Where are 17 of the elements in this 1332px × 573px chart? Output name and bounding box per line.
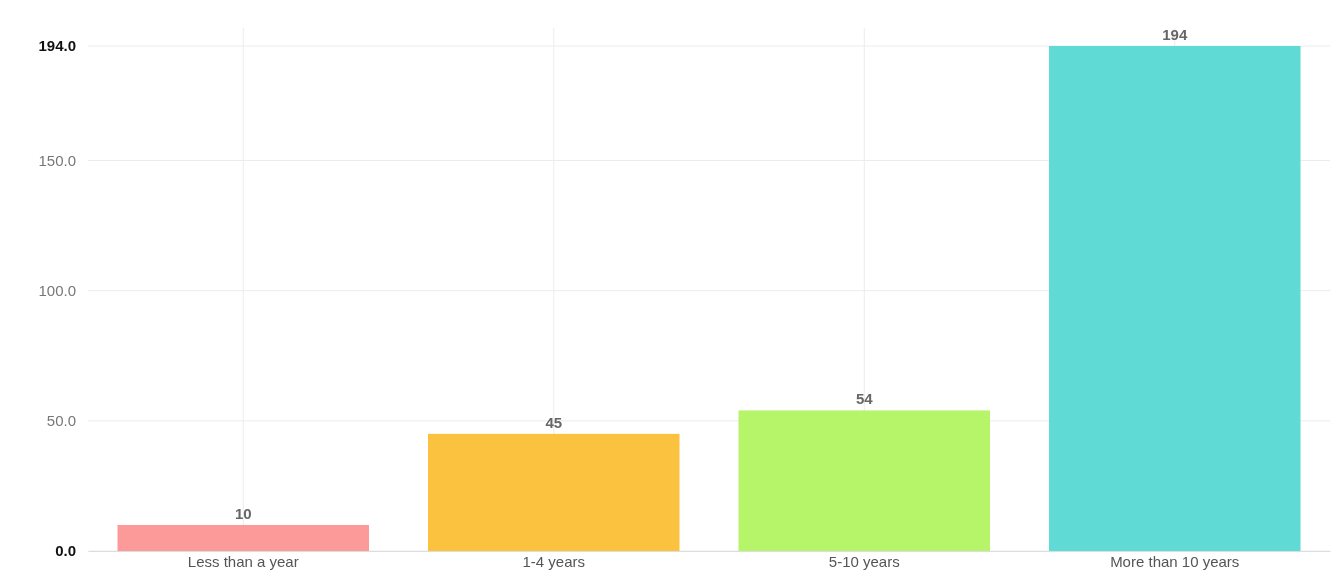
bar (1049, 46, 1301, 551)
bar (117, 524, 369, 551)
y-tick-label: 0.0 (55, 542, 76, 560)
x-tick-label: Less than a year (187, 552, 299, 570)
y-tick-label: 100.0 (38, 281, 76, 299)
bar (428, 433, 680, 551)
y-tick-label: 150.0 (38, 151, 76, 169)
x-tick-label: 1-4 years (522, 552, 586, 570)
data-label: 194 (1162, 26, 1188, 43)
x-tick-label: 5-10 years (828, 552, 900, 570)
y-tick-label: 50.0 (46, 412, 76, 430)
data-label: 54 (855, 390, 874, 408)
y-tick-label: 194.0 (38, 37, 76, 55)
data-label: 10 (234, 504, 252, 522)
data-label: 45 (545, 413, 563, 431)
bar (738, 410, 990, 551)
x-tick-label: More than 10 years (1110, 552, 1240, 570)
